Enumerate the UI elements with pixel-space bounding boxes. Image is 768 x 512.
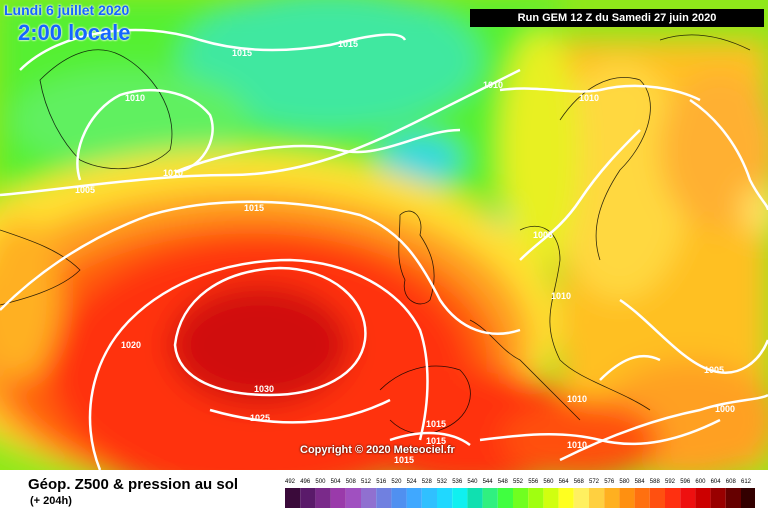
scale-tick-label: 560 [543,479,554,485]
scale-swatch [725,488,741,508]
scale-tick-label: 548 [498,479,509,485]
pressure-label: 1015 [426,436,446,446]
scale-tick-label: 516 [376,479,387,485]
scale-tick-label: 492 [285,479,296,485]
pressure-label: 1005 [533,230,553,240]
scale-swatch [665,488,681,508]
pressure-label: 1015 [394,455,414,465]
scale-swatch [619,488,635,508]
scale-tick-label: 600 [695,479,706,485]
scale-tick-label: 500 [315,479,326,485]
pressure-label: 1005 [75,185,95,195]
scale-swatch [710,488,726,508]
scale-tick-label: 568 [574,479,585,485]
pressure-label: 1010 [579,93,599,103]
pressure-label: 1010 [125,93,145,103]
scale-tick-label: 544 [483,479,494,485]
scale-swatch [482,488,498,508]
scale-tick-label: 588 [650,479,661,485]
copyright-notice: Copyright © 2020 Meteociel.fr [300,444,455,456]
forecast-date: Lundi 6 juillet 2020 [4,2,130,18]
scale-tick-label: 512 [361,479,372,485]
scale-swatch [330,488,346,508]
pressure-label: 1015 [426,419,446,429]
scale-tick-label: 536 [452,479,463,485]
pressure-label: 1025 [250,413,270,423]
scale-swatch [695,488,711,508]
scale-swatch [300,488,316,508]
scale-tick-label: 576 [604,479,615,485]
scale-tick-label: 520 [391,479,402,485]
scale-tick-label: 564 [559,479,570,485]
scale-swatch [361,488,377,508]
scale-tick-label: 496 [300,479,311,485]
isobars [0,28,768,470]
weather-map: 1015 1015 1010 1010 1010 1010 1005 1015 … [0,0,768,470]
scale-tick-label: 612 [741,479,752,485]
scale-swatch [513,488,529,508]
pressure-label: 1015 [338,39,358,49]
scale-swatch [452,488,468,508]
scale-tick-label: 580 [619,479,630,485]
scale-swatch [437,488,453,508]
scale-tick-label: 608 [726,479,737,485]
scale-swatch [391,488,407,508]
pressure-label: 1005 [704,365,724,375]
scale-swatch [421,488,437,508]
coastlines [0,34,751,435]
scale-tick-label: 504 [331,479,342,485]
scale-swatch [589,488,605,508]
scale-swatch [604,488,620,508]
scale-tick-label: 584 [635,479,646,485]
scale-tick-label: 596 [680,479,691,485]
product-title: Géop. Z500 & pression au sol [28,476,239,493]
scale-swatch [497,488,513,508]
geopotential-field [0,0,768,470]
pressure-label: 1010 [551,291,571,301]
pressure-label: 1010 [567,440,587,450]
scale-swatch [573,488,589,508]
scale-tick-label: 528 [422,479,433,485]
scale-swatch [680,488,696,508]
scale-tick-label: 532 [437,479,448,485]
lead-time: (+ 204h) [30,495,72,507]
scale-tick-label: 604 [711,479,722,485]
color-scale: 492 496 500 504 508 512 516 520 524 528 532 536 540 5… [285,479,755,508]
scale-swatch [543,488,559,508]
scale-swatch [345,488,361,508]
pressure-label: 1020 [121,340,141,350]
pressure-labels: 1015 1015 1010 1010 1010 1010 1005 1015 … [75,39,735,465]
scale-tick-label: 540 [467,479,478,485]
scale-swatch [406,488,422,508]
scale-swatch [634,488,650,508]
scale-swatch [467,488,483,508]
scale-swatch [558,488,574,508]
scale-swatch [649,488,665,508]
scale-tick-label: 592 [665,479,676,485]
scale-swatch [741,488,755,508]
scale-tick-label: 524 [407,479,418,485]
map-footer: Géop. Z500 & pression au sol (+ 204h) 49… [0,470,768,512]
pressure-label: 1010 [483,80,503,90]
scale-tick-label: 556 [528,479,539,485]
pressure-label: 1000 [715,404,735,414]
pressure-label: 1015 [244,203,264,213]
pressure-label: 1010 [163,168,183,178]
scale-tick-label: 572 [589,479,600,485]
pressure-label: 1030 [254,384,274,394]
scale-swatch [285,488,301,508]
scale-tick-label: 508 [346,479,357,485]
pressure-label: 1015 [232,48,252,58]
scale-swatch [315,488,331,508]
forecast-local-time: 2:00 locale [18,20,131,45]
pressure-label: 1010 [567,394,587,404]
scale-swatch [376,488,392,508]
scale-tick-label: 552 [513,479,524,485]
scale-swatch [528,488,544,508]
model-run-label: Run GEM 12 Z du Samedi 27 juin 2020 [470,9,764,27]
